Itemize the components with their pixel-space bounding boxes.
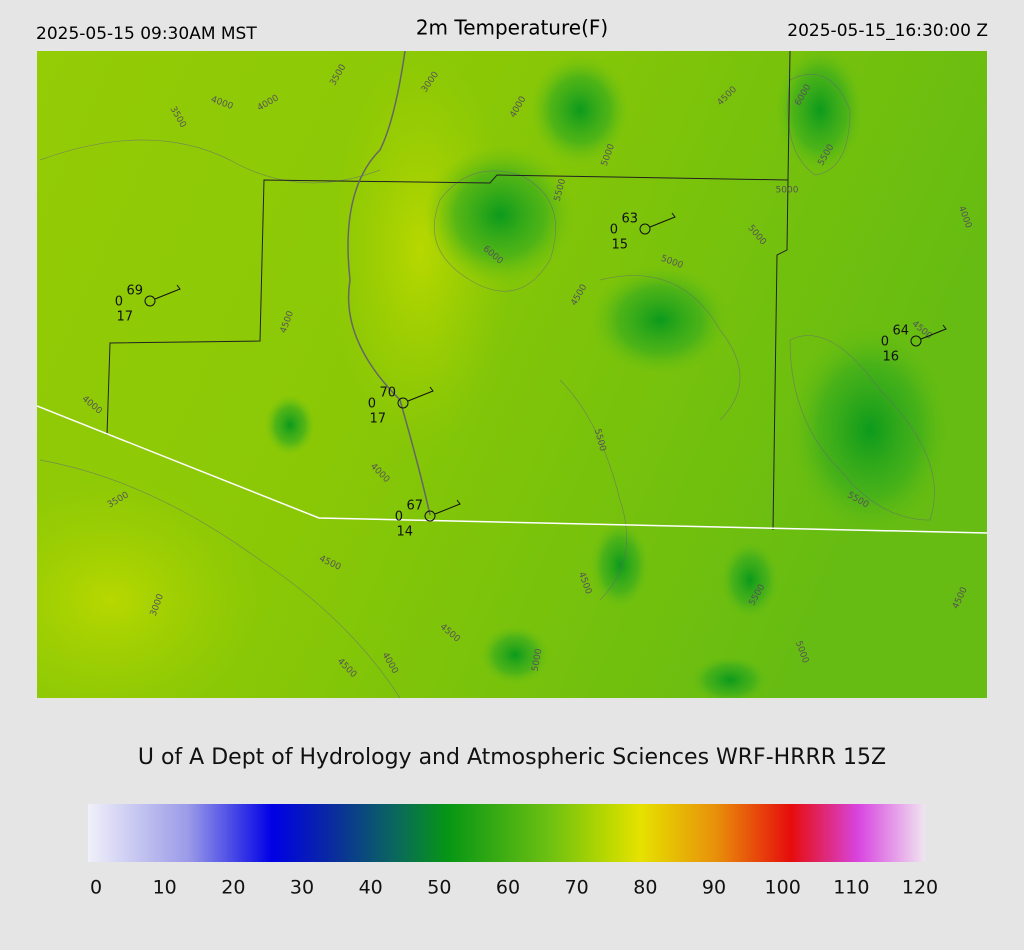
contour-label: 5000 (531, 648, 545, 673)
county-lines (106, 51, 791, 531)
station-bottom-value: 17 (369, 412, 386, 427)
wind-barb (920, 324, 947, 340)
colorbar-tick-label: 120 (902, 877, 938, 899)
colorbar-tick-label: 0 (90, 877, 102, 899)
colorbar-tick-label: 70 (565, 877, 589, 899)
colorbar-tick-label: 20 (221, 877, 245, 899)
contours (39, 73, 935, 698)
colorbar-tick-label: 40 (359, 877, 383, 899)
cool-area (775, 51, 865, 175)
map-title: 2m Temperature(F) (416, 16, 608, 40)
colorbar-tick-label: 50 (427, 877, 451, 899)
colorbar-tick-label: 110 (833, 877, 869, 899)
colorbar-tick-label: 10 (153, 877, 177, 899)
state-border (37, 405, 987, 534)
map (37, 51, 987, 698)
colorbar-tick-label: 30 (290, 877, 314, 899)
station-left-value: 0 (368, 397, 376, 412)
colorbar-tick-label: 90 (702, 877, 726, 899)
station-bottom-value: 17 (116, 310, 133, 325)
station-temperature: 63 (621, 212, 638, 227)
wind-barb (407, 386, 434, 402)
cool-area (530, 55, 630, 165)
cool-area (690, 655, 770, 698)
cool-area (590, 520, 650, 610)
cool-area (480, 625, 550, 685)
valid-local-time: 2025-05-15 09:30AM MST (36, 24, 257, 44)
wind-barb (434, 499, 461, 515)
station-left-value: 0 (395, 510, 403, 525)
colorbar-tick-label: 80 (633, 877, 657, 899)
wind-barb (649, 212, 676, 228)
contour-label: 5000 (776, 186, 799, 196)
cool-area (720, 540, 780, 620)
station-bottom-value: 16 (882, 350, 899, 365)
station-marker (397, 397, 409, 409)
station-temperature: 70 (379, 386, 396, 401)
station-temperature: 64 (892, 324, 909, 339)
station-temperature: 67 (406, 499, 423, 514)
station-marker (910, 335, 922, 347)
station-temperature: 69 (126, 284, 143, 299)
cool-area (265, 395, 315, 455)
wind-barb (154, 284, 181, 300)
colorbar-tick-label: 60 (496, 877, 520, 899)
colorbar-tick-label: 100 (765, 877, 801, 899)
station-marker (144, 295, 156, 307)
station-left-value: 0 (881, 335, 889, 350)
cool-area (785, 320, 955, 540)
credit: U of A Dept of Hydrology and Atmospheric… (138, 745, 886, 770)
colorbar (88, 804, 925, 862)
warm-area (330, 51, 510, 450)
valid-utc-time: 2025-05-15_16:30:00 Z (787, 21, 988, 41)
station-marker (639, 223, 651, 235)
station-bottom-value: 14 (396, 525, 413, 540)
station-left-value: 0 (610, 223, 618, 238)
warm-area (37, 480, 260, 698)
cool-area (425, 145, 575, 285)
station-marker (424, 510, 436, 522)
colorbar-ticks: 0 10 20 30 40 50 60 70 80 90 100 110 120 (90, 877, 938, 899)
river (347, 51, 431, 516)
cool-area (590, 265, 730, 375)
station-bottom-value: 15 (611, 238, 628, 253)
station-left-value: 0 (115, 295, 123, 310)
